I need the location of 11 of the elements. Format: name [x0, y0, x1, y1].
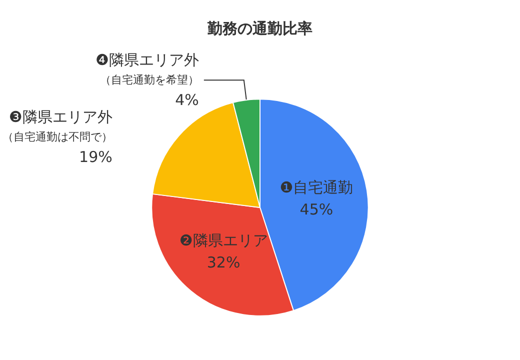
- data-label: 4%: [175, 91, 199, 110]
- chart-title: 勤務の通勤比率: [206, 20, 312, 38]
- slice-label: ❸隣県エリア外: [8, 108, 112, 126]
- text: （自宅通勤を希望）: [100, 74, 199, 87]
- text: （自宅通勤は不問で）: [2, 130, 112, 144]
- slice-label: ❷隣県エリア: [179, 232, 268, 250]
- data-label: 32%: [206, 254, 240, 272]
- slice-label: ❹隣県エリア外: [95, 51, 199, 70]
- data-label: 19%: [79, 148, 112, 166]
- data-label: 45%: [300, 200, 334, 219]
- slice-label: ❶自宅通勤: [280, 178, 354, 197]
